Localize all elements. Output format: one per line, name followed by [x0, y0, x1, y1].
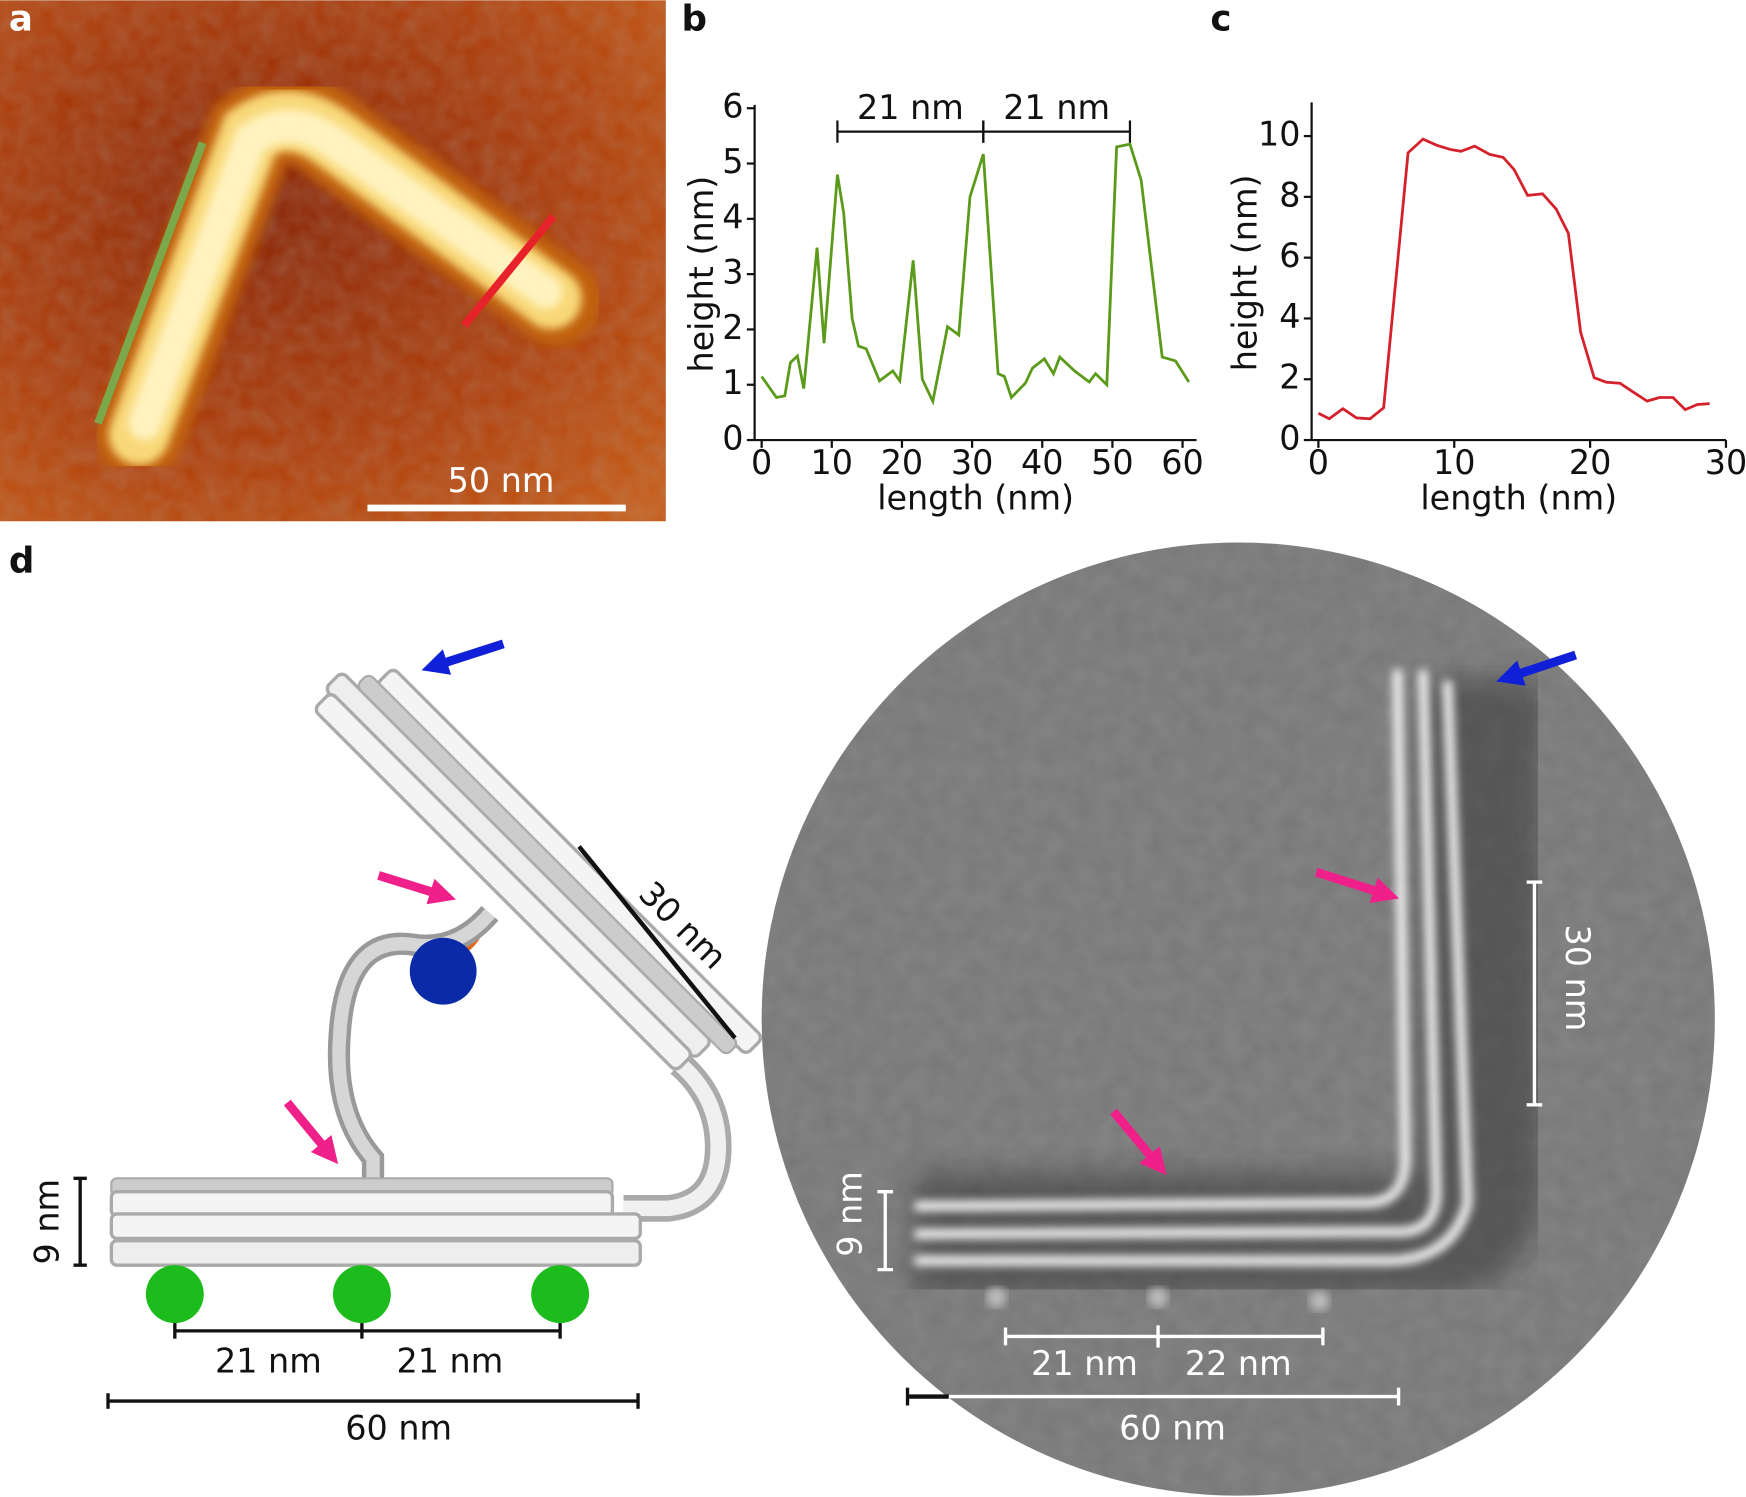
- data-line: [1317, 137, 1710, 421]
- y-tick-label: 0: [1279, 419, 1300, 458]
- y-tick-label: 1: [722, 363, 743, 402]
- y-axis-label: height (nm): [1226, 174, 1265, 371]
- x-tick-label: 30: [1705, 443, 1746, 482]
- annotation: 21 nm: [857, 88, 964, 127]
- dimension-label: 21 nm: [396, 1342, 503, 1381]
- x-tick-label: 20: [1569, 443, 1612, 482]
- panel-label: d: [9, 541, 35, 582]
- y-tick-label: 2: [1279, 358, 1300, 397]
- dimension-label: 21 nm: [215, 1342, 322, 1381]
- scale-bar-label: 50 nm: [448, 461, 555, 500]
- micrograph: [761, 542, 1715, 1496]
- panel-label: a: [9, 0, 33, 39]
- panel-label: b: [681, 0, 707, 39]
- y-tick-label: 5: [722, 142, 743, 181]
- x-tick-label: 0: [751, 443, 772, 482]
- dimension-label: 9 nm: [27, 1179, 66, 1265]
- y-tick-label: 4: [1279, 297, 1300, 336]
- afm-image: [0, 0, 666, 522]
- x-tick-label: 40: [1021, 443, 1064, 482]
- x-tick-label: 20: [881, 443, 924, 482]
- dimension-label: 21 nm: [1031, 1344, 1138, 1383]
- panel-label: c: [1210, 0, 1231, 39]
- dimension-label: 9 nm: [830, 1171, 869, 1257]
- dimension-label: 22 nm: [1185, 1344, 1292, 1383]
- x-tick-label: 10: [1433, 443, 1476, 482]
- y-tick-label: 3: [722, 253, 743, 292]
- y-axis-label: height (nm): [682, 176, 721, 373]
- y-tick-label: 2: [722, 308, 743, 347]
- x-tick-label: 0: [1308, 443, 1329, 482]
- y-tick-label: 4: [722, 197, 743, 236]
- dimension-label: 60 nm: [345, 1408, 452, 1447]
- x-tick-label: 50: [1091, 443, 1134, 482]
- x-axis-label: length (nm): [1420, 479, 1617, 518]
- data-line: [760, 142, 1191, 406]
- x-tick-label: 60: [1161, 443, 1204, 482]
- schematic: [73, 639, 763, 1409]
- y-tick-label: 8: [1279, 175, 1300, 214]
- y-tick-label: 10: [1258, 115, 1301, 154]
- y-tick-label: 0: [722, 419, 743, 458]
- annotation: 21 nm: [1003, 88, 1110, 127]
- x-axis-label: length (nm): [877, 479, 1074, 518]
- y-tick-label: 6: [722, 87, 743, 126]
- x-tick-label: 30: [951, 443, 994, 482]
- dimension-label: 60 nm: [1119, 1408, 1226, 1447]
- x-tick-label: 10: [811, 443, 854, 482]
- y-tick-label: 6: [1279, 236, 1300, 275]
- dimension-label: 30 nm: [1558, 924, 1597, 1031]
